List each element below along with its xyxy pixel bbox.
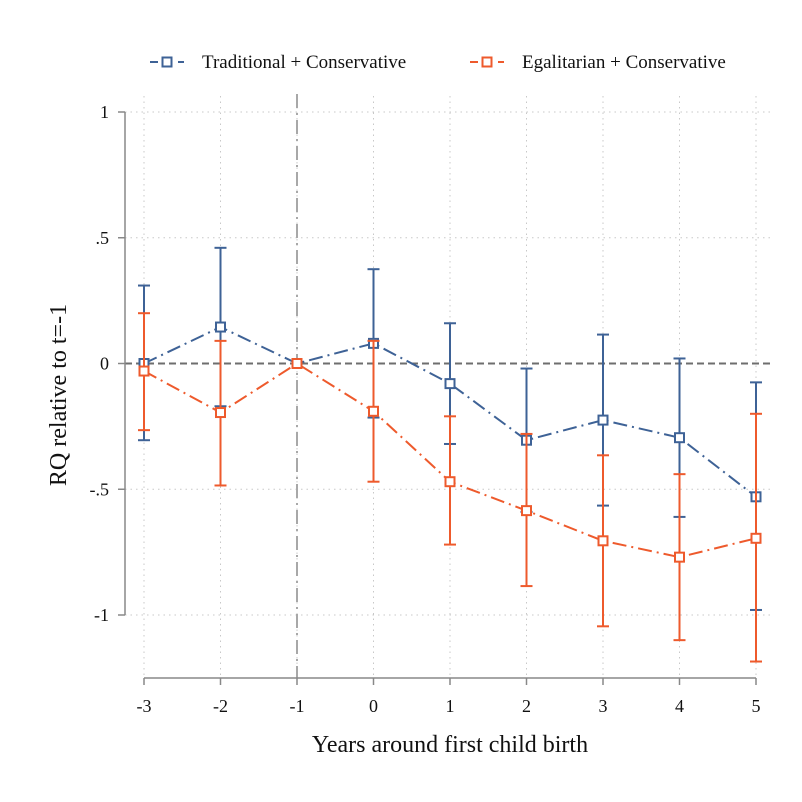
y-tick-label: -1: [94, 605, 109, 625]
y-tick-label: .5: [96, 228, 110, 248]
data-point: [215, 321, 226, 333]
legend-marker-swatch: [161, 56, 173, 68]
data-point: [750, 532, 762, 544]
legend: Traditional + Conservative Egalitarian + …: [150, 52, 726, 73]
series-2: [138, 312, 762, 663]
x-tick-label: -3: [137, 696, 152, 716]
x-tick-label: -1: [290, 696, 305, 716]
x-tick-label: -2: [213, 696, 228, 716]
x-tick-label: 3: [599, 696, 608, 716]
x-tick-label: 2: [522, 696, 531, 716]
x-tick-label: 5: [752, 696, 761, 716]
data-point: [138, 365, 150, 377]
axes: 1 .5 0 -.5 -1 -3 -2 -1 0 1 2 3 4 5: [90, 102, 761, 716]
series: [138, 246, 762, 663]
legend-label: Traditional + Conservative: [202, 52, 406, 73]
x-axis-label: Years around first child birth: [312, 732, 588, 758]
data-point: [444, 378, 456, 390]
data-point: [597, 414, 609, 426]
data-point: [674, 432, 685, 444]
y-tick-label: 1: [100, 102, 109, 122]
data-point: [291, 358, 303, 369]
x-tick-label: 1: [446, 696, 455, 716]
x-tick-label: 0: [369, 696, 378, 716]
series-line: [143, 325, 757, 498]
legend-marker-swatch: [481, 56, 493, 68]
data-point: [597, 535, 609, 547]
data-point: [444, 476, 456, 488]
x-tick-label: 4: [675, 696, 684, 716]
data-point: [521, 505, 532, 517]
data-point: [368, 405, 379, 417]
data-point: [674, 551, 685, 563]
legend-entry-2: Egalitarian + Conservative: [470, 52, 726, 73]
legend-entry-1: Traditional + Conservative: [150, 52, 406, 73]
y-axis-label: RQ relative to t=-1: [46, 304, 72, 486]
y-tick-label: -.5: [90, 479, 110, 499]
y-tick-label: 0: [100, 354, 109, 374]
legend-label: Egalitarian + Conservative: [522, 52, 726, 73]
data-point: [215, 407, 226, 419]
